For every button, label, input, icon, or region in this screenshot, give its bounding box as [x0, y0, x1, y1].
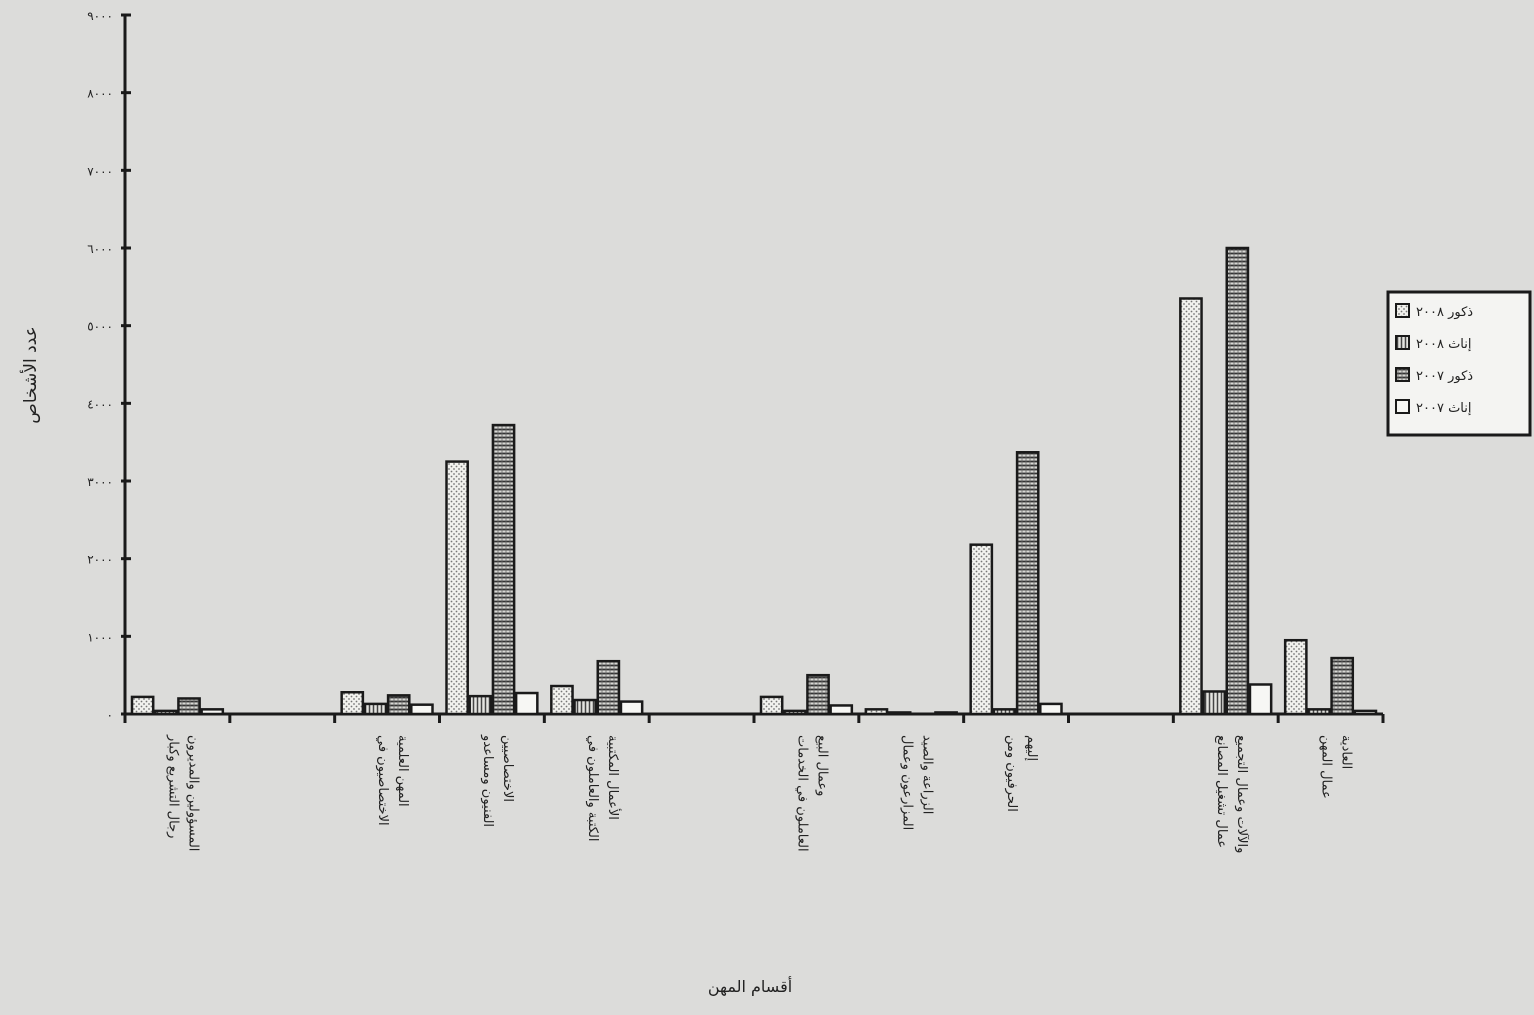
bar — [410, 703, 434, 716]
bar — [177, 697, 201, 716]
legend-label: إناث ٢٠٠٧ — [1416, 401, 1472, 416]
legend-label: ذكور ٢٠٠٧ — [1416, 369, 1473, 384]
bar — [596, 659, 621, 716]
bar — [969, 543, 994, 716]
bar — [1330, 656, 1355, 716]
bar — [782, 709, 807, 716]
legend-label: إناث ٢٠٠٨ — [1416, 337, 1472, 352]
y-tick-label: ٤٠٠٠ — [87, 397, 113, 411]
legend-swatch — [1395, 367, 1410, 382]
bars — [130, 246, 1378, 716]
category-label: المهن العلمية — [395, 735, 410, 807]
y-axis-title: عدد الأشخاص — [20, 326, 41, 423]
category-label: الأعمال المكتبية — [605, 735, 622, 820]
legend-box — [1386, 290, 1532, 437]
bar — [550, 684, 574, 716]
category-label: والآلات وعمال التجميع — [1234, 735, 1250, 853]
bar — [340, 691, 365, 716]
bar — [1283, 638, 1308, 716]
category-labels: رجال التشريع وكبار المسؤولين والمديرون الا… — [165, 734, 1353, 853]
bar — [1039, 702, 1063, 716]
y-tick-label: ٢٠٠٠ — [87, 553, 113, 567]
bar — [130, 695, 155, 716]
y-tick-label: ٠ — [107, 708, 113, 722]
bar — [153, 709, 178, 716]
bar — [468, 694, 493, 716]
legend: ذكور ٢٠٠٨ إناث ٢٠٠٨ ذكور ٢٠٠٧ إناث ٢٠٠٧ — [1386, 290, 1532, 437]
category-label: العاملون في الخدمات — [794, 735, 809, 852]
y-tick-label: ٩٠٠٠ — [87, 9, 113, 23]
category-label: العادية — [1339, 735, 1354, 769]
bar — [806, 673, 830, 716]
legend-swatch — [1395, 303, 1410, 318]
y-tick-label: ٦٠٠٠ — [87, 242, 113, 256]
bar — [1179, 297, 1203, 716]
bar — [491, 423, 516, 716]
y-tick-label: ٨٠٠٠ — [87, 87, 113, 101]
bar — [386, 694, 411, 716]
y-tick-label: ١٠٠٠ — [87, 630, 113, 644]
category-label: الحرفيون ومن — [1004, 735, 1019, 812]
bar — [1353, 709, 1378, 716]
y-tick-label: ٣٠٠٠ — [87, 475, 113, 489]
y-tick-label: ٥٠٠٠ — [87, 320, 113, 334]
category-label: الفنيون ومساعدو — [480, 734, 495, 827]
bar — [887, 711, 912, 716]
category-label: الكتبة والعاملون في — [585, 735, 600, 842]
category-label: رجال التشريع وكبار — [165, 734, 180, 838]
bar — [1015, 451, 1040, 716]
bar — [759, 695, 784, 716]
bar — [573, 698, 598, 716]
bar — [934, 711, 958, 716]
category-label: المزارعون وعمال — [899, 735, 914, 830]
bar — [1248, 683, 1273, 716]
legend-label: ذكور ٢٠٠٨ — [1416, 305, 1473, 320]
bar — [514, 691, 539, 716]
axes: ٠ ١٠٠٠ ٢٠٠٠ ٣٠٠٠ ٤٠٠٠ ٥٠٠٠ ٦٠٠٠ ٧٠٠٠ ٨٠٠٠ ٩٠٠٠ — [87, 9, 1385, 723]
legend-swatch — [1395, 335, 1410, 350]
category-label: إليهم — [1024, 735, 1039, 761]
bar — [363, 702, 388, 716]
bar — [200, 708, 225, 716]
bar — [829, 704, 854, 716]
bar — [1225, 246, 1250, 716]
bar — [619, 700, 644, 716]
bar — [864, 708, 889, 716]
bar — [1307, 708, 1331, 716]
category-label: عمال تشغيل المصانع — [1214, 735, 1229, 848]
bar — [1202, 690, 1226, 716]
y-tick-label: ٧٠٠٠ — [87, 164, 113, 178]
bar — [445, 460, 469, 716]
legend-swatch — [1395, 399, 1410, 414]
category-label: الزراعة والصيد — [919, 735, 934, 814]
category-label: عمال المهن — [1319, 735, 1334, 799]
bar — [992, 708, 1017, 716]
category-label: وعمال البيع — [814, 735, 829, 796]
category-label: الاختصاصيين — [500, 735, 515, 802]
category-label: المسؤولين والمديرون — [185, 735, 200, 851]
category-label: الاختصاصيون في — [375, 735, 390, 826]
x-axis-title: أقسام المهن — [708, 976, 792, 997]
